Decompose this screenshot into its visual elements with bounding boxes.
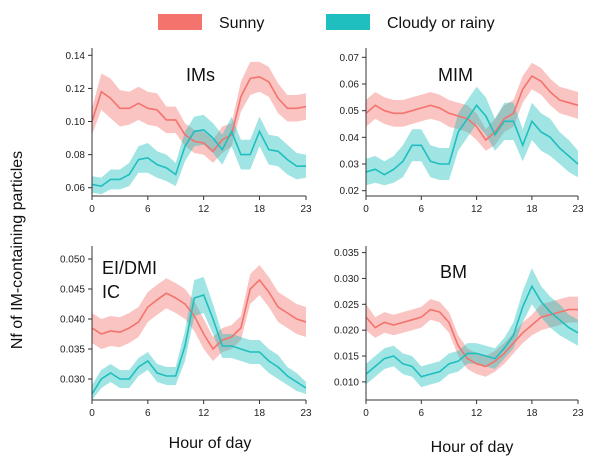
panel-mim: 0 6 12 18 23 0.02 0.03 0.04 0.05 0.06 0.07 MIM <box>340 48 584 215</box>
series-line-cloudy <box>91 128 306 187</box>
x-tick-label: 0 <box>89 408 95 419</box>
series-line-sunny <box>365 308 578 368</box>
series-line-cloudy <box>91 294 307 395</box>
legend-label-cloudy: Cloudy or rainy <box>387 15 495 32</box>
legend-swatch-sunny <box>158 14 202 30</box>
y-tick-label: 0.010 <box>334 377 359 388</box>
band-sunny <box>92 61 306 163</box>
series-line-sunny <box>91 75 307 153</box>
panel-title: EI/DMI IC <box>102 258 157 302</box>
panel-title: IMs <box>186 65 215 85</box>
band-sunny <box>92 265 306 361</box>
x-tick-label: 18 <box>254 204 266 215</box>
series-line-sunny <box>91 278 307 351</box>
y-tick-label: 0.12 <box>66 84 86 95</box>
band-cloudy <box>366 268 578 388</box>
band-cloudy <box>92 114 306 195</box>
x-tick-label: 18 <box>254 408 266 419</box>
y-tick-label: 0.025 <box>334 300 359 311</box>
x-tick-label: 6 <box>419 408 425 419</box>
panel-ei-dmi-ic: 0 6 12 18 23 0.030 0.035 0.040 0.045 0.050 EI/DMI I… <box>60 246 312 419</box>
band-cloudy <box>92 277 306 400</box>
series-line-cloudy <box>365 284 579 378</box>
y-tick-label: 0.10 <box>66 117 86 128</box>
x-tick-label: 6 <box>419 204 425 215</box>
y-tick-label: 0.040 <box>60 315 85 326</box>
y-tick-label: 0.04 <box>340 133 360 144</box>
y-tick-label: 0.020 <box>334 326 359 337</box>
x-axis-title-right: Hour of day <box>431 439 514 456</box>
panel-bm: 0 6 12 18 23 0.010 0.015 0.020 0.025 0.030 0.035 BM <box>334 246 584 419</box>
series-line-sunny <box>365 74 579 142</box>
x-axis-title-left: Hour of day <box>169 435 252 452</box>
x-tick-label: 23 <box>572 204 584 215</box>
y-tick-label: 0.030 <box>334 274 359 285</box>
y-tick-label: 0.050 <box>60 255 85 266</box>
x-tick-label: 12 <box>471 408 483 419</box>
y-tick-label: 0.035 <box>60 345 85 356</box>
band-sunny <box>366 296 578 377</box>
x-tick-label: 12 <box>198 204 210 215</box>
legend-swatch-cloudy <box>326 14 370 30</box>
y-tick-label: 0.03 <box>340 160 360 171</box>
band-cloudy <box>366 86 578 186</box>
legend-label-sunny: Sunny <box>219 15 264 32</box>
x-tick-label: 0 <box>363 204 369 215</box>
y-tick-label: 0.07 <box>340 53 360 64</box>
y-tick-label: 0.02 <box>340 186 360 197</box>
y-tick-label: 0.06 <box>66 183 86 194</box>
x-tick-label: 23 <box>300 204 312 215</box>
y-tick-label: 0.05 <box>340 106 360 117</box>
y-tick-label: 0.030 <box>60 375 85 386</box>
x-tick-label: 23 <box>300 408 312 419</box>
y-tick-label: 0.045 <box>60 285 85 296</box>
panel-title: MIM <box>438 65 473 85</box>
x-tick-label: 18 <box>526 408 538 419</box>
x-tick-label: 18 <box>526 204 538 215</box>
panel-ims: 0 6 12 18 23 0.06 0.08 0.10 0.12 0.14 IMs <box>66 48 312 215</box>
x-tick-label: 23 <box>572 408 584 419</box>
x-tick-label: 6 <box>145 204 151 215</box>
x-tick-label: 12 <box>198 408 210 419</box>
series-line-cloudy <box>365 103 579 176</box>
y-tick-label: 0.14 <box>66 51 86 62</box>
legend: Sunny Cloudy or rainy <box>158 14 495 32</box>
y-tick-label: 0.06 <box>340 80 360 91</box>
x-tick-label: 6 <box>145 408 151 419</box>
y-axis-title: Nf of IM-containing particles <box>9 151 26 349</box>
panel-title: BM <box>440 262 467 282</box>
y-tick-label: 0.035 <box>334 248 359 259</box>
y-tick-label: 0.015 <box>334 352 359 363</box>
y-tick-label: 0.08 <box>66 150 86 161</box>
x-tick-label: 0 <box>89 204 95 215</box>
x-tick-label: 0 <box>363 408 369 419</box>
x-tick-label: 12 <box>471 204 483 215</box>
